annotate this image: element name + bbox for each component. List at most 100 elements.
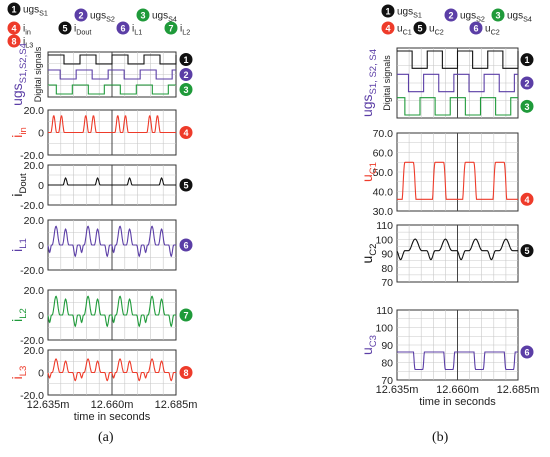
a_il2-series-7 bbox=[47, 295, 177, 328]
b-xtick: 12.685m bbox=[497, 384, 540, 396]
b-legend-marker-1-number: 1 bbox=[385, 7, 390, 17]
b_uc1-marker-4-number: 4 bbox=[524, 195, 529, 205]
b-xtick: 12.635m bbox=[376, 384, 419, 396]
b-legend-marker-5-number: 5 bbox=[417, 24, 422, 34]
a_digital-marker-3 bbox=[179, 83, 193, 96]
a_iin-series-4 bbox=[48, 115, 176, 134]
a_iin-marker-4-number: 4 bbox=[183, 128, 188, 138]
a_il2-ytick: -20.0 bbox=[20, 335, 44, 347]
a-legend-marker-4-number: 4 bbox=[11, 24, 16, 34]
a-legend-label-7: iL2 bbox=[180, 24, 190, 37]
a_digital-marker-1 bbox=[179, 53, 193, 66]
a_il1-ytick: 0 bbox=[38, 240, 44, 252]
a-legend-marker-1-number: 1 bbox=[11, 5, 16, 15]
b_uc3-series-6 bbox=[397, 351, 518, 371]
b_digital-series-3 bbox=[397, 97, 518, 116]
a_iin-marker-4 bbox=[179, 126, 193, 139]
a_iin-ytick: 20.0 bbox=[24, 105, 45, 117]
b_digital-marker-3 bbox=[520, 99, 534, 113]
a-legend-label-3: ugsS4 bbox=[152, 11, 177, 24]
a-legend-label-5: iDout bbox=[74, 24, 91, 37]
a-legend-marker-2 bbox=[74, 8, 88, 22]
b-legend-label-4: uC1 bbox=[397, 24, 412, 37]
a-legend-label-6: iL1 bbox=[132, 24, 142, 37]
b_uc2-ytick: 70 bbox=[381, 277, 393, 289]
a-legend-marker-2-number: 2 bbox=[78, 11, 83, 21]
a_digital-marker-2 bbox=[179, 68, 193, 81]
subfigure-label-b: (b) bbox=[432, 430, 449, 445]
a-legend-label-1: ugsS1 bbox=[23, 5, 48, 18]
b_digital-marker-1 bbox=[520, 53, 534, 67]
a_digital-marker-3-number: 3 bbox=[183, 85, 188, 95]
b-legend-marker-3 bbox=[491, 8, 505, 22]
b_uc2-series-5 bbox=[396, 238, 519, 261]
b-legend-marker-6 bbox=[469, 21, 483, 35]
a_il1-marker-6-number: 6 bbox=[183, 241, 188, 251]
a_il2-marker-7-number: 7 bbox=[183, 311, 188, 321]
b_digital-marker-1-number: 1 bbox=[524, 55, 529, 65]
b-legend-label-6: uC2 bbox=[485, 24, 500, 37]
b_uc1-series-4 bbox=[397, 161, 518, 200]
b-legend-label-5: uC2 bbox=[429, 24, 444, 37]
a-legend-marker-3-number: 3 bbox=[140, 11, 145, 21]
b-legend-label-1: ugsS1 bbox=[397, 7, 422, 20]
b_digital-inner-label: Digital signals bbox=[382, 55, 392, 111]
a-legend-marker-8-number: 8 bbox=[11, 37, 16, 47]
b_digital-series-2 bbox=[397, 73, 518, 93]
a_idout-ytick: -20.0 bbox=[20, 200, 44, 212]
b_uc2-ytick: 90 bbox=[381, 249, 393, 261]
a_il3-ytick: -20.0 bbox=[20, 390, 44, 402]
b_digital-series-1 bbox=[397, 50, 519, 69]
a-legend-marker-1 bbox=[7, 2, 21, 16]
a_il3-marker-8-number: 8 bbox=[183, 368, 188, 378]
b_uc2-marker-5-number: 5 bbox=[524, 246, 529, 256]
a_il2-ytick: 20.0 bbox=[24, 285, 45, 297]
a_idout-ytick: 20.0 bbox=[24, 160, 45, 172]
b_uc1-ytick: 40.0 bbox=[373, 187, 394, 199]
b-legend-label-3: ugsS4 bbox=[507, 11, 532, 24]
a-legend-marker-4 bbox=[7, 21, 21, 35]
a_il3-marker-8 bbox=[179, 366, 193, 379]
b_uc3-marker-6 bbox=[520, 345, 534, 359]
a-legend-marker-5-number: 5 bbox=[62, 24, 67, 34]
b_digital-marker-2-number: 2 bbox=[524, 79, 529, 89]
a_il2-ytick: 0 bbox=[38, 310, 44, 322]
b_uc1-ytick: 60.0 bbox=[373, 148, 394, 160]
a_il1-ylabel: iL1 bbox=[9, 238, 29, 252]
b_uc2-ytick: 80 bbox=[381, 263, 393, 275]
a_idout-ytick: 0 bbox=[38, 180, 44, 192]
a_digital-ylabel: ugsS1,S2,S4 bbox=[9, 42, 29, 105]
a-legend-label-4: iin bbox=[23, 24, 31, 37]
a_iin-ytick: 0 bbox=[38, 128, 44, 140]
a-legend-marker-3 bbox=[136, 8, 150, 22]
b_uc3-ytick: 80 bbox=[381, 358, 393, 370]
b-legend-marker-6-number: 6 bbox=[473, 24, 478, 34]
b_uc3-ytick: 90 bbox=[381, 340, 393, 352]
a_il3-ytick: 0 bbox=[38, 368, 44, 380]
b-legend-label-2: ugsS2 bbox=[460, 11, 485, 24]
b_uc1-marker-4 bbox=[520, 192, 534, 206]
a_digital-marker-2-number: 2 bbox=[183, 70, 188, 80]
a_idout-ylabel: iDout bbox=[9, 173, 29, 197]
a_digital-marker-1-number: 1 bbox=[183, 55, 188, 65]
b-legend-marker-1 bbox=[381, 4, 395, 18]
a_digital-series-1 bbox=[48, 54, 177, 65]
b_uc2-ylabel: uC2 bbox=[359, 244, 379, 264]
a-legend-label-8: iL3 bbox=[23, 37, 33, 50]
subfigure-label-a: (a) bbox=[98, 430, 114, 445]
a_idout-marker-5-number: 5 bbox=[183, 181, 188, 191]
a-xtick: 12.685m bbox=[155, 399, 198, 411]
a-xtick: 12.635m bbox=[27, 399, 70, 411]
a_digital-series-3 bbox=[48, 84, 176, 95]
a_il1-series-6 bbox=[47, 225, 177, 258]
b_uc3-ylabel: uC3 bbox=[359, 335, 379, 355]
a_il3-ytick: 20.0 bbox=[24, 345, 45, 357]
b_digital-ylabel: ugsS1, S2, S4 bbox=[359, 48, 379, 117]
b_uc3-ytick: 110 bbox=[376, 305, 393, 317]
b_digital-marker-2 bbox=[520, 76, 534, 90]
b-legend-marker-4 bbox=[381, 21, 395, 35]
a_il2-ylabel: iL2 bbox=[9, 308, 29, 322]
b_uc1-ylabel: uC1 bbox=[359, 162, 379, 182]
a_il2-marker-7 bbox=[179, 308, 193, 322]
b-xtick: 12.660m bbox=[436, 384, 479, 396]
